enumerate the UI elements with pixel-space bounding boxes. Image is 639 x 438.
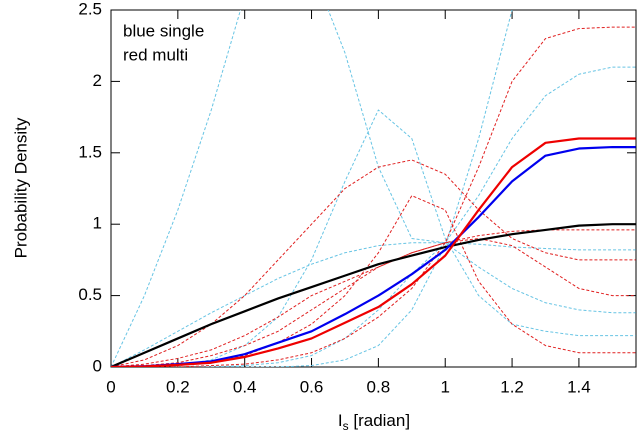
- dashed-line: [111, 10, 513, 367]
- line: [111, 145, 636, 367]
- x-axis-label: Is [radian]: [338, 411, 410, 433]
- plot-area: [111, 10, 636, 367]
- dashed-line: [111, 66, 636, 367]
- plot-frame: [110, 9, 637, 368]
- dashed-line: [111, 26, 636, 367]
- x-tick-label: 0: [106, 377, 115, 396]
- x-tick-label: 1.2: [500, 377, 524, 396]
- y-axis-label: Probability Density: [11, 117, 30, 258]
- dashed-line: [111, 237, 636, 367]
- y-tick-label: 2.5: [78, 0, 102, 18]
- x-label-rest: [radian]: [349, 411, 410, 430]
- legend-entry: blue single: [123, 21, 204, 40]
- x-tick-label: 0.8: [367, 377, 391, 396]
- dashed-line: [111, 10, 636, 367]
- line: [111, 137, 636, 367]
- y-tick-label: 0.5: [78, 285, 102, 304]
- x-label-sub: s: [343, 419, 349, 433]
- legend-entry: red multi: [123, 45, 188, 64]
- y-tick-label: 1.5: [78, 142, 102, 161]
- y-tick-label: 2: [93, 71, 102, 90]
- x-tick-label: 1.4: [567, 377, 591, 396]
- y-tick-label: 0: [93, 356, 102, 375]
- x-tick-label: 1: [440, 377, 449, 396]
- x-tick-label: 0.6: [300, 377, 324, 396]
- dashed-line: [111, 109, 636, 367]
- dashed-line: [111, 195, 636, 367]
- y-tick-label: 1: [93, 214, 102, 233]
- x-tick-label: 0.2: [166, 377, 190, 396]
- dashed-line: [111, 159, 636, 367]
- dashed-line: [111, 242, 636, 367]
- dashed-line: [111, 229, 636, 367]
- line: [111, 223, 636, 367]
- x-tick-label: 0.4: [233, 377, 257, 396]
- x-label-main: I: [338, 411, 343, 430]
